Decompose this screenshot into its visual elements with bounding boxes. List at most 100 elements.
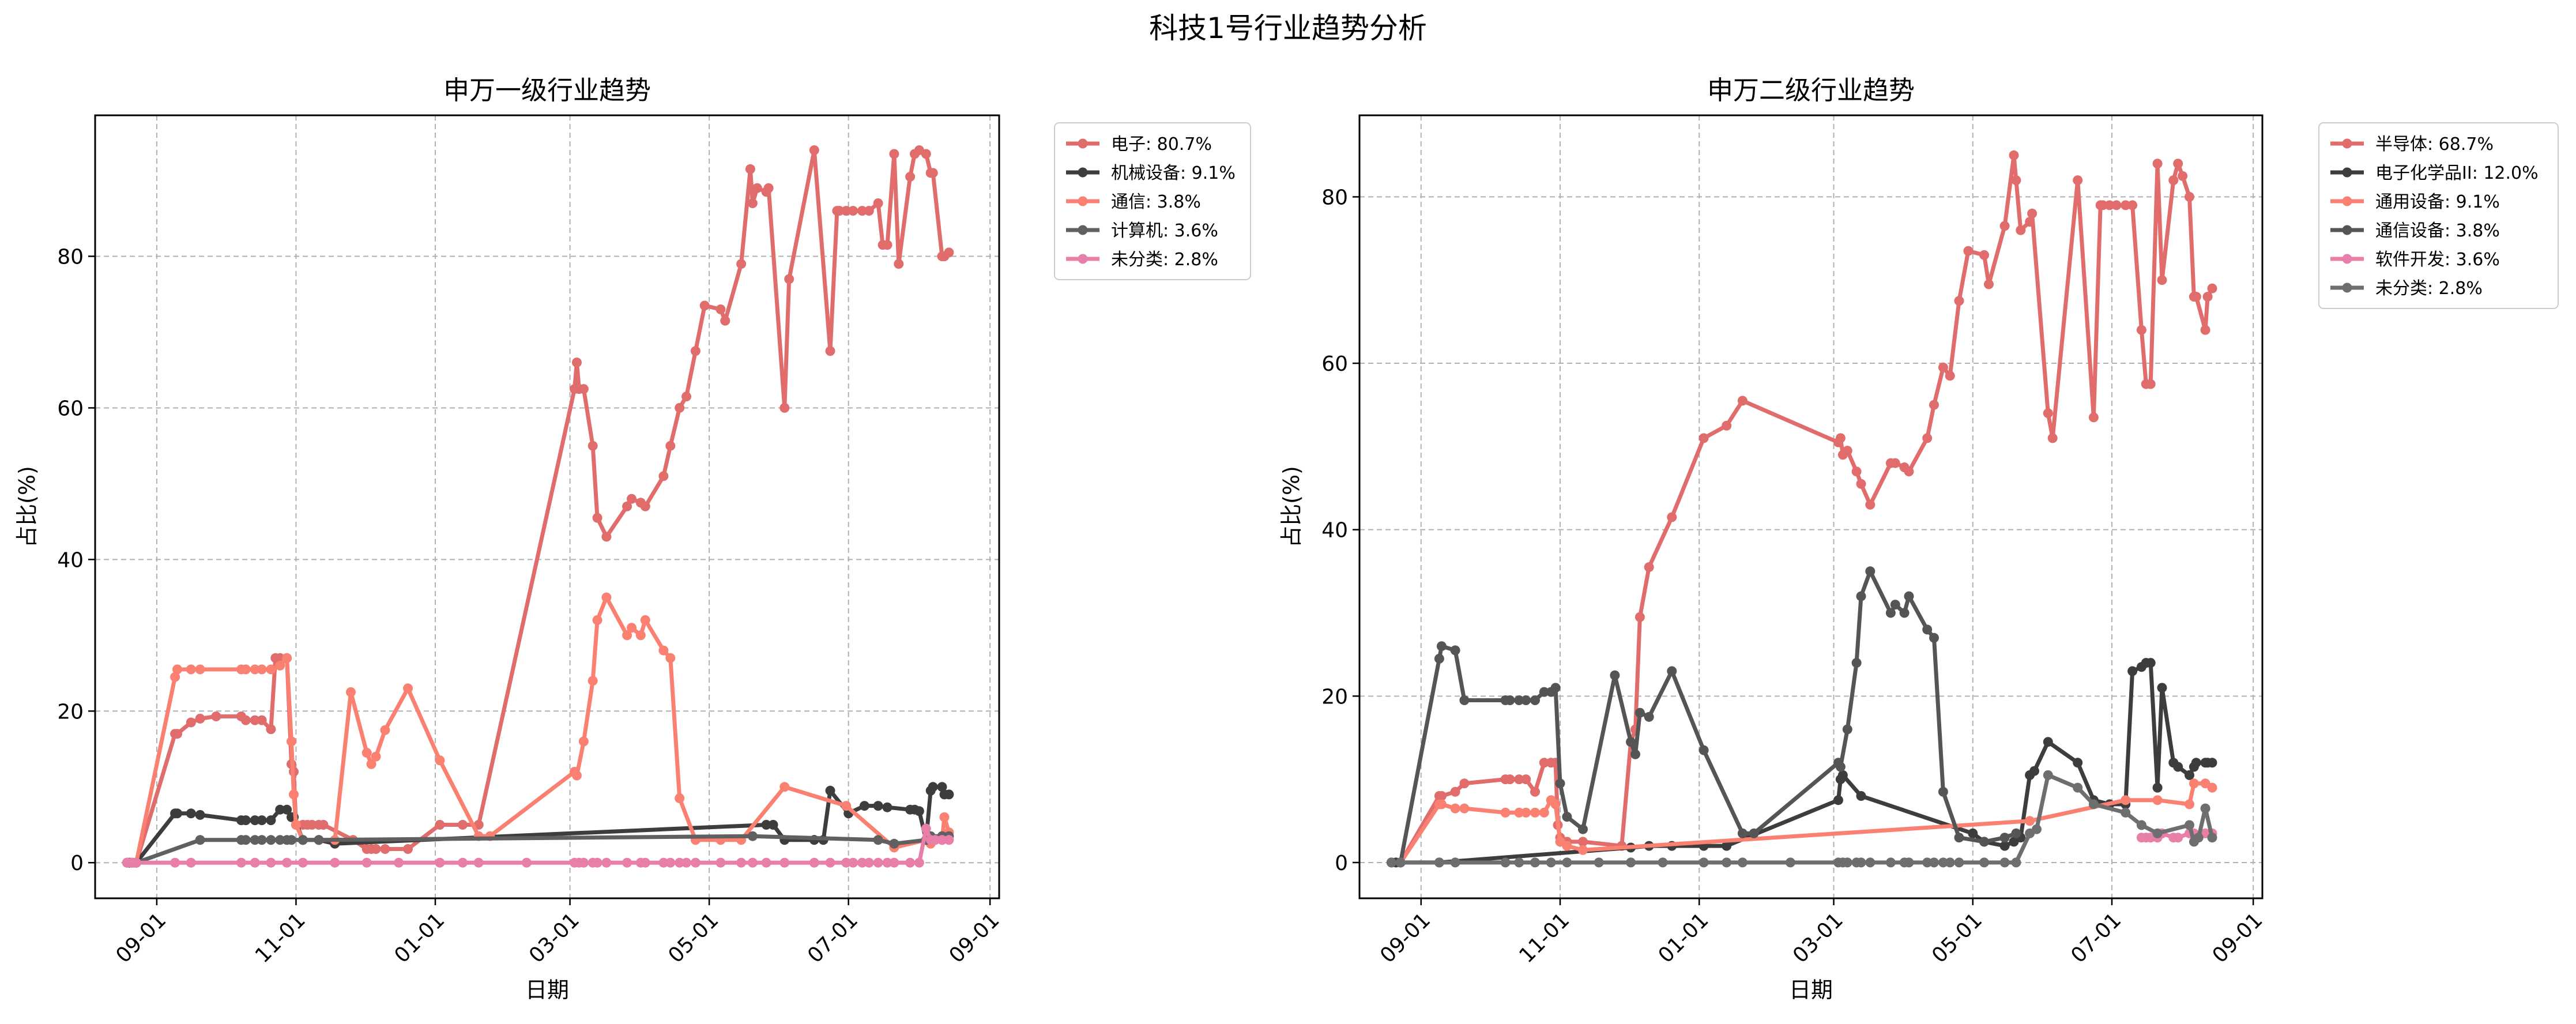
data-point — [2136, 325, 2146, 335]
data-point — [809, 145, 819, 155]
data-point — [1434, 653, 1444, 664]
x-tick-label: 05-01 — [1927, 908, 1987, 967]
data-point — [257, 664, 267, 675]
data-point — [1954, 296, 1964, 306]
data-point — [1999, 841, 2010, 851]
data-point — [2011, 857, 2021, 868]
data-point — [873, 835, 883, 845]
panel-secondary-industry: 09-01 11-01 01-01 03-01 05-01 07-01 09-01 0 20 40… — [1279, 75, 2559, 1003]
data-point — [1450, 786, 1460, 797]
y-tick-label: 40 — [57, 548, 84, 572]
data-point — [889, 838, 899, 849]
data-point — [1539, 758, 1549, 768]
data-point — [572, 770, 582, 781]
data-point — [1737, 828, 1748, 838]
data-point — [186, 717, 196, 728]
data-point — [361, 748, 372, 758]
data-point — [2207, 782, 2217, 793]
data-point — [2173, 762, 2183, 772]
data-point — [266, 835, 276, 845]
data-point — [1514, 857, 1524, 868]
data-point — [622, 501, 632, 511]
data-point — [736, 259, 747, 269]
y-tick-label: 0 — [1335, 852, 1348, 875]
data-point — [761, 857, 771, 868]
data-point — [170, 857, 180, 868]
data-point — [1521, 807, 1531, 818]
data-point — [1505, 695, 1515, 705]
legend-swatch-marker — [1078, 225, 1088, 235]
data-point — [2191, 292, 2201, 302]
x-axis-label: 日期 — [1789, 977, 1833, 1003]
data-point — [2185, 191, 2194, 202]
data-point — [330, 857, 340, 868]
legend-swatch-marker — [1078, 196, 1088, 206]
data-point — [2073, 782, 2083, 793]
data-point — [1904, 857, 1914, 868]
data-point — [1521, 774, 1531, 785]
data-point — [1698, 857, 1709, 868]
data-point — [2178, 171, 2188, 181]
data-point — [1865, 566, 1875, 577]
legend: 电子: 80.7% 机械设备: 9.1% 通信: 3.8% 计算机: 3.6% 未分类:… — [1054, 122, 1251, 280]
data-point — [1885, 608, 1896, 618]
series-4 — [122, 823, 954, 868]
data-point — [763, 183, 774, 193]
data-point — [2011, 175, 2021, 186]
data-point — [1922, 857, 1933, 868]
x-tick-label: 05-01 — [664, 908, 724, 967]
data-point — [937, 782, 947, 792]
axes-frame — [1358, 114, 2264, 899]
data-point — [622, 630, 632, 641]
data-point — [592, 857, 602, 868]
data-point — [752, 183, 762, 193]
y-tick-label: 80 — [57, 246, 84, 269]
data-point — [1842, 446, 1852, 456]
data-point — [266, 815, 276, 826]
legend-item: 半导体: 68.7% — [2330, 134, 2494, 155]
legend-swatch-marker — [2342, 254, 2352, 264]
data-point — [435, 820, 445, 830]
data-point — [266, 664, 276, 675]
data-point — [1938, 362, 1948, 372]
data-point — [275, 835, 285, 845]
data-point — [2025, 816, 2035, 826]
data-point — [809, 857, 819, 868]
data-point — [1842, 857, 1852, 868]
x-tick-label: 09-01 — [2208, 908, 2268, 967]
data-point — [857, 857, 867, 868]
data-point — [665, 441, 676, 451]
panel-title: 申万一级行业趋势 — [443, 75, 651, 106]
data-point — [2157, 683, 2167, 693]
data-point — [1999, 833, 2010, 843]
x-tick-label: 01-01 — [390, 908, 449, 967]
y-tick-label: 0 — [70, 852, 84, 875]
data-point — [1856, 791, 1866, 801]
data-point — [1698, 745, 1709, 755]
data-point — [720, 315, 730, 326]
data-point — [2185, 820, 2194, 830]
data-point — [2168, 175, 2179, 186]
data-point — [195, 835, 205, 845]
data-point — [1539, 807, 1549, 818]
data-point — [1945, 371, 1955, 381]
data-point — [1999, 857, 2010, 868]
data-point — [601, 857, 612, 868]
data-point — [2111, 200, 2122, 210]
data-point — [2073, 175, 2083, 186]
data-point — [1514, 695, 1524, 705]
data-point — [1865, 857, 1875, 868]
data-point — [2043, 408, 2053, 419]
data-point — [1459, 695, 1470, 705]
data-point — [2121, 795, 2131, 805]
data-point — [779, 782, 790, 792]
data-point — [314, 835, 324, 845]
data-point — [250, 835, 260, 845]
data-point — [627, 494, 637, 504]
data-point — [1530, 857, 1540, 868]
data-point — [257, 815, 267, 826]
data-point — [2009, 150, 2019, 160]
data-point — [1737, 396, 1748, 406]
data-point — [944, 247, 954, 258]
